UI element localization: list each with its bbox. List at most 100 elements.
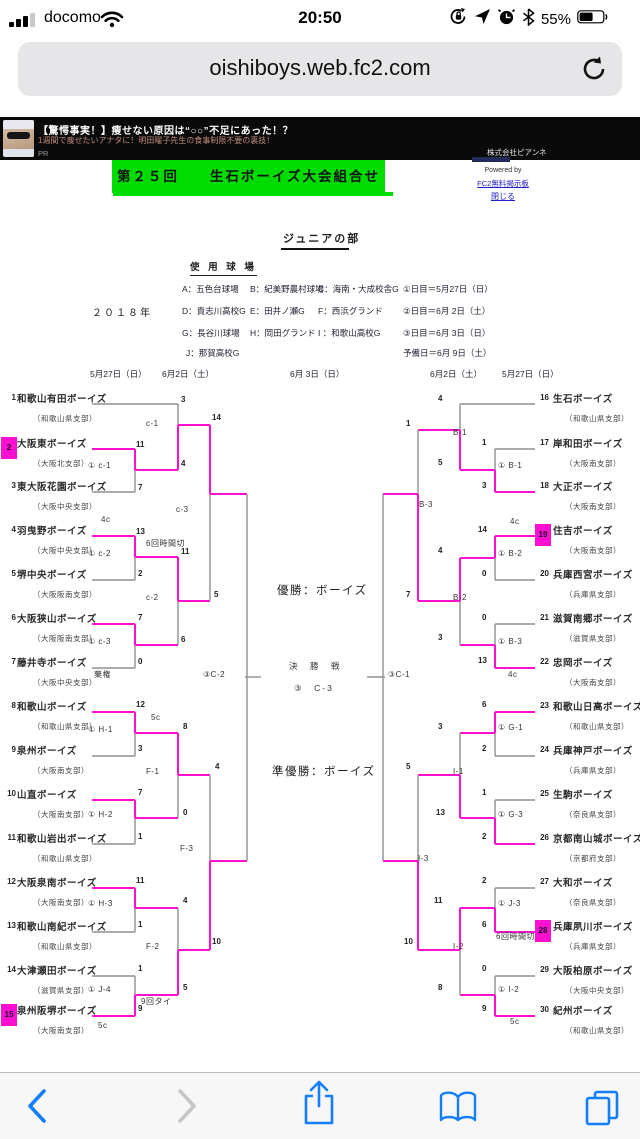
round-date-label: 5月27日（日） <box>90 369 147 379</box>
score-value: 11 <box>181 547 190 556</box>
team-name: 生駒ボーイズ <box>553 790 613 801</box>
match-label: 6回時間切 <box>496 932 535 941</box>
team-branch: （大阪南支部） <box>565 678 621 687</box>
forward-button[interactable] <box>174 1087 200 1130</box>
team-number: 22 <box>540 657 549 666</box>
team-name: 紀州ボーイズ <box>553 1006 613 1017</box>
score-value: 1 <box>138 964 143 973</box>
score-value: 10 <box>404 937 413 946</box>
score-value: 4 <box>181 459 186 468</box>
score-value: 6 <box>482 920 487 929</box>
team-number: 30 <box>540 1005 549 1014</box>
team-branch: （京都府支部） <box>565 854 621 863</box>
team-name: 大津瀬田ボーイズ <box>17 966 97 977</box>
team-number: 1 <box>11 393 16 402</box>
score-value: 7 <box>138 788 143 797</box>
match-label: ① B-3 <box>498 637 523 646</box>
team-name: 滋賀南郷ボーイズ <box>553 614 633 625</box>
score-value: 6 <box>181 635 186 644</box>
ad-subtitle[interactable]: 1週間で痩せたいアナタに！明田曜子先生の食事制限不要の裏技！ <box>38 136 275 145</box>
team-branch: （大阪南支部） <box>33 810 89 819</box>
score-value: 2 <box>138 569 143 578</box>
match-label: F-1 <box>146 767 160 776</box>
score-value: 3 <box>438 722 443 731</box>
match-label: ① G-3 <box>498 810 524 819</box>
location-icon <box>474 8 491 30</box>
team-number: 29 <box>540 965 549 974</box>
score-value: 2 <box>482 744 487 753</box>
team-branch: （兵庫県支部） <box>565 942 621 951</box>
team-number: 5 <box>11 569 16 578</box>
team-branch: （和歌山県支部） <box>33 854 97 863</box>
team-number: 3 <box>11 481 16 490</box>
team-name: 和歌山岩出ボーイズ <box>17 834 107 845</box>
match-label: F-3 <box>180 844 194 853</box>
team-name: 兵庫西宮ボーイズ <box>553 570 633 581</box>
match-label: c-1 <box>146 419 159 428</box>
tournament-title-banner: 第２５回 生石ボーイズ大会組合せ <box>112 160 385 193</box>
team-number: 6 <box>11 613 16 622</box>
match-label: ① c-3 <box>88 637 112 646</box>
score-value: 5 <box>214 590 219 599</box>
score-value: 11 <box>136 876 145 885</box>
team-branch: （和歌山県支部） <box>565 1026 629 1035</box>
battery-percent-label: 55% <box>540 10 571 28</box>
schedule-item: ①日目＝5月27日（日） <box>403 284 493 294</box>
venue-item: C：海南・大成校舎G <box>318 284 399 294</box>
address-bar[interactable]: oishiboys.web.fc2.com <box>18 42 622 96</box>
team-branch: （大阪中央支部） <box>33 546 97 555</box>
back-button[interactable] <box>24 1087 50 1130</box>
url-text[interactable]: oishiboys.web.fc2.com <box>209 55 431 80</box>
team-name: 兵庫神戸ボーイズ <box>553 746 633 757</box>
champion-label: 優勝：ボーイズ <box>277 585 368 597</box>
schedule-item: ③日目＝6月 3日（日） <box>403 328 491 338</box>
score-value: 5 <box>183 983 188 992</box>
score-value: 13 <box>478 656 487 665</box>
team-branch: （大阪南支部） <box>565 546 621 555</box>
venue-item: B：紀美野農村球場 <box>250 284 324 294</box>
score-value: 4 <box>438 394 443 403</box>
team-branch: （和歌山県支部） <box>33 722 97 731</box>
score-value: 1 <box>482 788 487 797</box>
match-label: ① B-2 <box>498 549 523 558</box>
signal-strength-icon <box>9 12 41 27</box>
match-label: B-3 <box>419 500 433 509</box>
match-label: 5c <box>510 1017 520 1026</box>
tabs-icon[interactable] <box>582 1088 622 1131</box>
team-name: 大和ボーイズ <box>553 878 613 889</box>
match-label: 5c <box>98 1021 108 1030</box>
score-value: 1 <box>406 419 411 428</box>
bookmarks-icon[interactable] <box>436 1089 480 1130</box>
score-value: 7 <box>406 590 411 599</box>
ad-banner[interactable]: 【驚愕事実！】痩せない原因は“○○”不足にあった！？ 1週間で痩せたいアナタに！… <box>0 117 640 160</box>
team-branch: （大阪南支部） <box>33 1026 89 1035</box>
reload-button[interactable] <box>580 55 608 83</box>
score-value: 7 <box>138 613 143 622</box>
score-value: 4 <box>183 896 188 905</box>
round-date-label: 6月2日（土） <box>162 369 214 379</box>
team-name: 大正ボーイズ <box>553 482 613 493</box>
score-value: 11 <box>136 440 145 449</box>
team-number: 18 <box>540 481 549 490</box>
score-value: 2 <box>482 832 487 841</box>
team-number: 19 <box>535 524 551 546</box>
team-name: 兵庫夙川ボーイズ <box>553 922 633 933</box>
team-name: 大阪東ボーイズ <box>17 439 87 450</box>
close-ad-link[interactable]: 閉じる <box>491 192 515 201</box>
score-value: 1 <box>138 920 143 929</box>
schedule-item: ②日目＝6月 2日（土） <box>403 306 491 316</box>
match-label: I-1 <box>453 767 464 776</box>
team-number: 21 <box>540 613 549 622</box>
rotation-lock-icon <box>449 7 468 31</box>
match-label: ① H-2 <box>88 810 113 819</box>
score-value: 12 <box>136 700 145 709</box>
team-number: 7 <box>11 657 16 666</box>
ad-title[interactable]: 【驚愕事実！】痩せない原因は“○○”不足にあった！？ <box>38 126 294 137</box>
team-name: 京都南山城ボーイズ <box>553 834 640 845</box>
match-label: c-2 <box>146 593 159 602</box>
fc2-link[interactable]: FC2無料掲示板 <box>477 179 529 188</box>
venue-item: G：長谷川球場 <box>182 328 240 338</box>
match-label: B-1 <box>453 428 467 437</box>
share-icon[interactable] <box>299 1078 339 1133</box>
